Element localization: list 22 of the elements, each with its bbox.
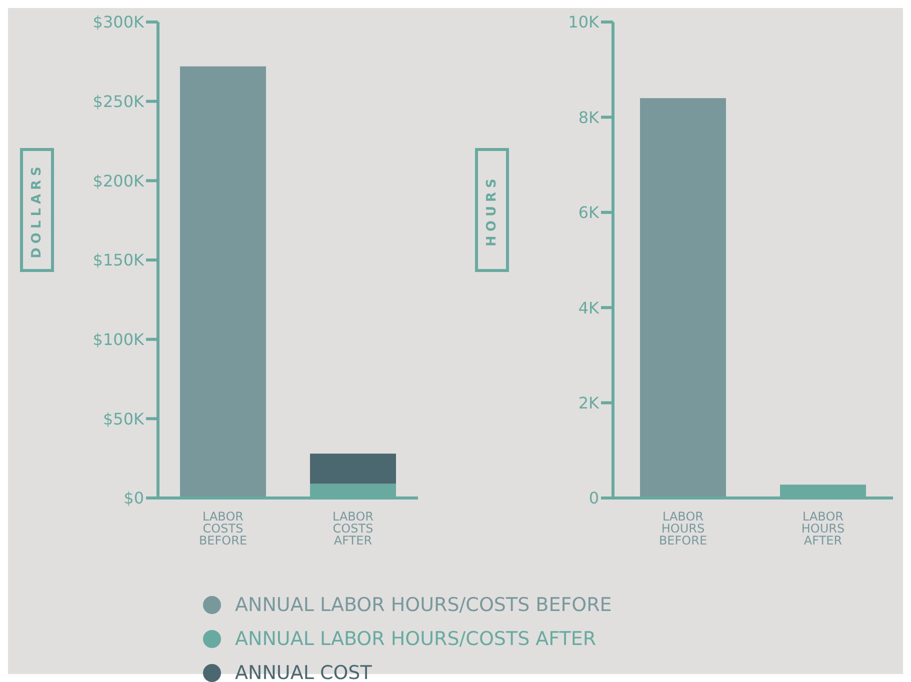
y-tick-label: 2K xyxy=(578,393,600,412)
x-tick-label: LABOR HOURS BEFORE xyxy=(658,510,708,548)
legend-label: ANNUAL COST xyxy=(235,662,372,682)
y-tick-label: $100K xyxy=(92,330,144,350)
y-axis-title: DOLLARS xyxy=(30,162,44,258)
y-tick-label: $150K xyxy=(92,250,144,270)
y-tick-label: $200K xyxy=(92,171,144,190)
y-axis-title: HOURS xyxy=(484,174,500,246)
y-tick-label: $250K xyxy=(92,92,144,112)
x-tick-label: LABOR COSTS BEFORE xyxy=(198,510,248,548)
y-tick-label: $50K xyxy=(102,409,145,428)
legend-label: ANNUAL LABOR HOURS/COSTS BEFORE xyxy=(235,594,612,616)
y-tick-label: $300K xyxy=(92,12,144,32)
x-tick-label: LABOR HOURS AFTER xyxy=(801,510,845,548)
y-tick-label: 6K xyxy=(578,203,600,222)
y-tick-label: 4K xyxy=(578,298,600,318)
y-tick-label: $0 xyxy=(124,488,144,508)
x-tick-label: LABOR COSTS AFTER xyxy=(332,510,374,548)
y-tick-label: 0 xyxy=(588,488,599,508)
legend-label: ANNUAL LABOR HOURS/COSTS AFTER xyxy=(235,628,596,650)
y-tick-label: 8K xyxy=(578,108,600,127)
y-tick-label: 10K xyxy=(568,12,600,32)
